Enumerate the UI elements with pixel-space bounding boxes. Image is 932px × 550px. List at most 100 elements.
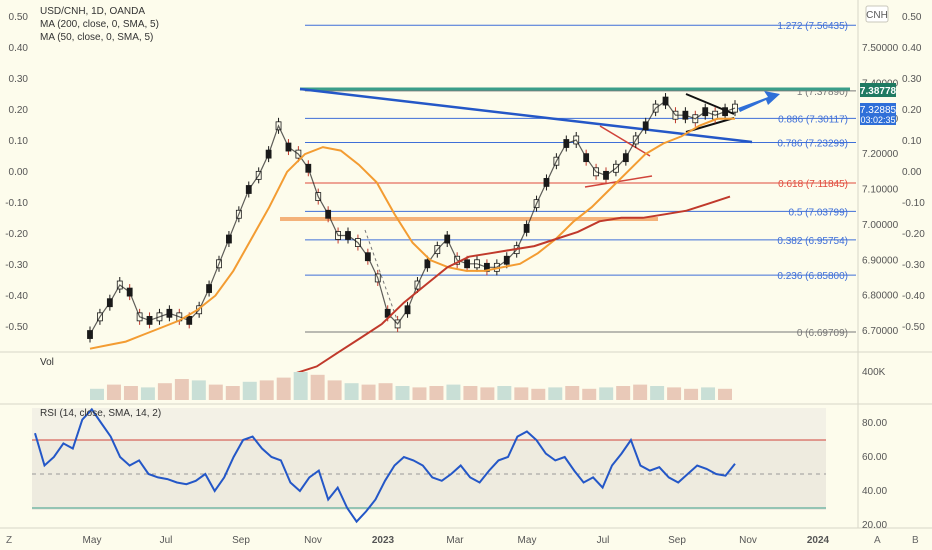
volume-bar-20 [429,386,444,400]
far-right-tick-6: -0.10 [902,198,925,209]
chart-title: USD/CNH, 1D, OANDA [40,6,145,17]
far-right-tick-9: -0.40 [902,291,925,302]
far-right-tick-1: 0.40 [902,43,922,54]
volume-bar-23 [480,387,495,400]
fibonacci-levels: 1.272 (7.56435) 1 (7.37890) 0.886 (7.30117… [305,21,856,339]
price-tick-3: 7.20000 [862,149,899,160]
projection-arrow [738,91,780,112]
left-tick-3: 0.20 [9,105,29,116]
left-tick-10: -0.50 [5,322,28,333]
fib-label-7: 0.236 (6.85800) [777,271,848,282]
volume-bar-7 [208,384,223,400]
price-tick-8: 6.70000 [862,326,899,337]
channel-line-red-upper [599,125,651,157]
left-tick-5: 0.00 [9,167,29,178]
volume-label: Vol [40,357,54,368]
corner-label-b[interactable]: B [912,535,919,546]
currency-badge[interactable] [865,5,889,23]
far-right-tick-0: 0.50 [902,12,922,23]
time-tick-6: May [518,535,537,546]
volume-bar-1 [106,384,121,400]
time-tick-0: May [83,535,102,546]
last-price-text: 7.32885 [860,105,897,116]
volume-bar-24 [497,386,512,400]
time-tick-3: Nov [304,535,322,546]
volume-bars [90,372,732,400]
volume-bar-3 [140,387,155,400]
time-tick-7: Jul [597,535,610,546]
level-badge-text: 7.38778 [860,86,897,97]
rsi-line [34,407,736,524]
time-tick-5: Mar [446,535,464,546]
left-tick-1: 0.40 [9,43,29,54]
volume-bar-33 [650,386,665,400]
last-price-badge [860,103,896,125]
time-tick-9: Nov [739,535,757,546]
rsi-tick-0: 80.00 [862,418,887,429]
time-tick-10: 2024 [807,535,830,546]
moving-averages [89,117,735,375]
left-tick-7: -0.20 [5,229,28,240]
rsi-band-fill [32,440,826,510]
volume-bar-14 [327,380,342,400]
fib-label-2: 0.886 (7.30117) [778,114,848,125]
volume-bar-31 [616,386,631,400]
support-zone [280,217,658,221]
volume-bar-26 [531,388,546,400]
time-axis: May Jul Sep Nov 2023 Mar May Jul Sep Nov 2024 [83,535,830,546]
volume-bar-21 [446,384,461,400]
time-tick-4: 2023 [372,535,395,546]
rsi-tick-3: 20.00 [862,520,887,531]
volume-bar-18 [395,386,410,400]
far-right-tick-3: 0.20 [902,105,922,116]
time-tick-2: Sep [232,535,250,546]
left-tick-2: 0.30 [9,74,29,85]
volume-bar-4 [157,383,172,400]
volume-bar-36 [701,387,716,400]
volume-bar-6 [191,380,206,400]
volume-bar-15 [344,383,359,400]
volume-bar-8 [225,386,240,400]
price-tick-0: 7.50000 [862,43,899,54]
volume-bar-2 [123,386,138,400]
volume-bar-12 [293,372,308,400]
candle-body-0 [87,330,93,339]
far-right-tick-5: 0.00 [902,167,922,178]
level-badge [860,83,896,97]
volume-bar-22 [463,386,478,400]
corner-label-z[interactable]: Z [6,535,12,546]
price-tick-5: 7.00000 [862,220,899,231]
far-right-tick-10: -0.50 [902,322,925,333]
far-right-tick-8: -0.30 [902,260,925,271]
far-right-tick-7: -0.20 [902,229,925,240]
corner-label-a[interactable]: A [874,535,881,546]
price-line [89,100,736,335]
rsi-label: RSI (14, close, SMA, 14, 2) [40,408,161,419]
far-right-tick-4: 0.10 [902,136,922,147]
volume-bar-13 [310,374,325,400]
ma200-label: MA (200, close, 0, SMA, 5) [40,19,159,30]
volume-bar-17 [378,383,393,400]
fib-label-3: 0.786 (7.23299) [777,138,848,149]
fib-label-8: 0 (6.69709) [797,328,848,339]
volume-bar-32 [633,384,648,400]
ma50-label: MA (50, close, 0, SMA, 5) [40,32,153,43]
volume-bar-35 [684,388,699,400]
volume-axis-label: 400K [862,367,886,378]
volume-bar-5 [174,379,189,400]
price-tick-6: 6.90000 [862,255,899,266]
volume-bar-0 [90,388,104,400]
drawings [280,87,850,329]
volume-bar-16 [361,384,376,400]
price-tick-4: 7.10000 [862,185,899,196]
volume-bar-25 [514,387,529,400]
volume-bar-37 [718,388,732,400]
currency-badge-text: CNH [866,10,888,21]
fib-label-4: 0.618 (7.11845) [778,179,848,190]
left-tick-4: 0.10 [9,136,29,147]
price-tick-7: 6.80000 [862,291,899,302]
rsi-tick-2: 40.00 [862,486,887,497]
volume-bar-27 [548,387,563,400]
volume-bar-11 [276,377,291,400]
